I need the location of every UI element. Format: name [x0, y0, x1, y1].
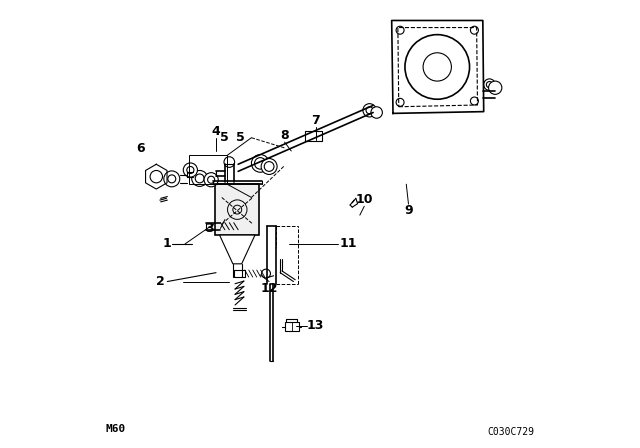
Circle shape: [484, 79, 495, 90]
Circle shape: [183, 163, 198, 177]
Text: 11: 11: [340, 237, 358, 250]
Text: C030C729: C030C729: [488, 427, 534, 437]
Text: 2: 2: [156, 275, 165, 288]
Circle shape: [488, 81, 502, 95]
Circle shape: [164, 171, 180, 187]
Circle shape: [371, 107, 382, 118]
Text: 10: 10: [355, 193, 373, 206]
Text: 1: 1: [163, 237, 172, 250]
Text: 3: 3: [205, 222, 214, 235]
Text: 12: 12: [260, 282, 278, 295]
Text: 5: 5: [236, 131, 244, 144]
Bar: [285, 322, 299, 331]
Circle shape: [261, 159, 277, 174]
Text: 5: 5: [221, 131, 229, 144]
Text: 13: 13: [307, 319, 324, 332]
Circle shape: [262, 269, 271, 278]
Bar: [189, 155, 227, 184]
Text: 7: 7: [311, 113, 320, 126]
Text: 4: 4: [212, 125, 220, 138]
Circle shape: [192, 171, 207, 186]
Text: M60: M60: [106, 424, 125, 434]
Circle shape: [224, 157, 235, 168]
Text: 8: 8: [280, 129, 289, 142]
Circle shape: [363, 103, 376, 117]
Circle shape: [204, 172, 218, 187]
Bar: [215, 184, 259, 235]
Circle shape: [252, 155, 269, 172]
Text: 6: 6: [136, 142, 145, 155]
Text: 9: 9: [404, 204, 413, 217]
Polygon shape: [220, 235, 255, 264]
